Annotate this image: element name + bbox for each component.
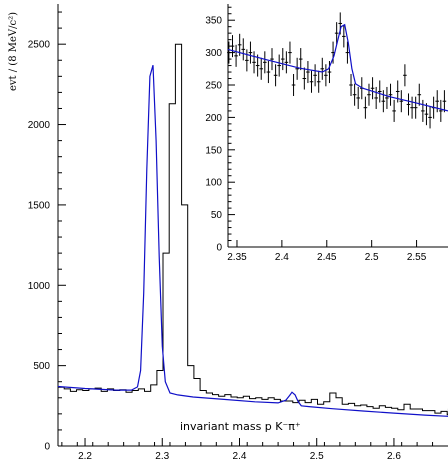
inset-points: [227, 12, 447, 129]
y-tick-label: 1000: [28, 281, 51, 292]
inset-y-tick-label: 200: [205, 113, 222, 124]
mass-annotation: invariant mass p K⁻π⁺: [180, 420, 301, 433]
inset-x-tick-label: 2.4: [275, 252, 289, 263]
inset-background: [228, 4, 448, 247]
main-fit-curve: [57, 64, 448, 417]
inset-y-tick-label: 250: [205, 81, 222, 92]
inset-y-tick-label: 350: [205, 16, 222, 27]
inset-x-tick-label: 2.45: [317, 252, 337, 263]
inset-fit-curve: [227, 23, 448, 112]
y-tick-label: 500: [33, 361, 50, 372]
inset-ticks: 2.35 2.4 2.45 2.5 2.55 0 50 100 150 200 250 300 350: [205, 6, 427, 263]
inset-x-tick-label: 2.55: [407, 252, 427, 263]
x-tick-label: 2.3: [155, 451, 169, 460]
x-tick-label: 2.4: [233, 451, 247, 460]
inset-x-tick-label: 2.35: [227, 252, 247, 263]
y-tick-label: 2000: [28, 120, 51, 131]
x-tick-label: 2.2: [78, 451, 92, 460]
inset-x-tick-label: 2.5: [365, 252, 379, 263]
x-tick-label: 2.5: [310, 451, 324, 460]
main-histogram: [58, 43, 448, 421]
inset-y-tick-label: 50: [211, 210, 223, 221]
inset-y-tick-label: 300: [205, 48, 222, 59]
x-tick-label: 2.6: [387, 451, 401, 460]
inset-y-tick-label: 150: [205, 145, 222, 156]
y-tick-label: 1500: [28, 200, 51, 211]
inset-plot: 2.35 2.4 2.45 2.5 2.55 0 50 100 150 200 250 300 350: [205, 4, 448, 263]
inset-y-tick-label: 0: [216, 243, 222, 254]
y-tick-label: 2500: [28, 40, 51, 51]
y-tick-label: 0: [44, 442, 50, 453]
y-axis-label: evt / (8 MeV/c²): [8, 12, 19, 91]
inset-y-tick-label: 100: [205, 178, 222, 189]
